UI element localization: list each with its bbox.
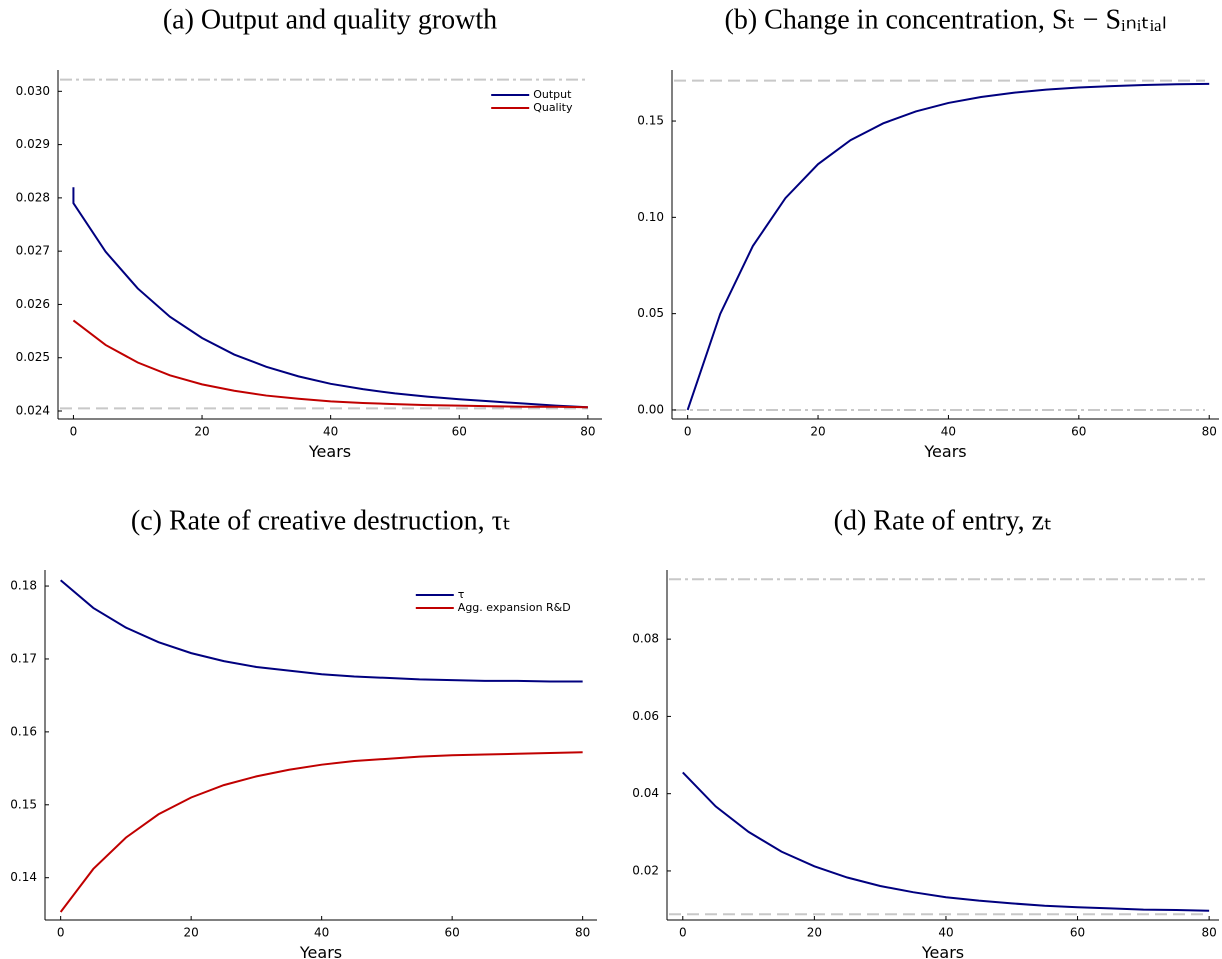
y-tick-label: 0.15 xyxy=(637,114,664,128)
legend-label: Agg. expansion R&D xyxy=(458,601,571,614)
y-tick-label: 0.029 xyxy=(16,137,50,151)
x-tick-label: 60 xyxy=(1070,926,1085,940)
y-tick-label: 0.02 xyxy=(632,863,659,877)
legend-label: Output xyxy=(533,88,572,101)
panel-title: (b) Change in concentration, Sₜ − Sᵢₙᵢₜᵢ… xyxy=(725,4,1167,35)
y-tick-label: 0.10 xyxy=(637,210,664,224)
y-tick-label: 0.08 xyxy=(632,632,659,646)
panel: (d) Rate of entry, zₜ 0 20 40 60 80 0.02 0.04 0.… xyxy=(632,505,1219,959)
y-tick-label: 0.17 xyxy=(10,651,37,665)
x-tick-label: 40 xyxy=(941,425,956,439)
x-tick-label: 60 xyxy=(1071,425,1086,439)
legend-label: τ xyxy=(458,588,465,601)
y-tick-label: 0.027 xyxy=(16,244,50,258)
panel-title: (d) Rate of entry, zₜ xyxy=(834,505,1053,536)
y-tick-label: 0.18 xyxy=(10,579,37,593)
panel-title: (c) Rate of creative destruction, τₜ xyxy=(131,505,511,536)
y-tick-label: 0.06 xyxy=(632,709,659,723)
x-tick-label: 20 xyxy=(810,425,825,439)
x-tick-label: 20 xyxy=(194,425,209,439)
x-tick-label: 0 xyxy=(57,926,65,940)
series-line xyxy=(59,751,583,913)
y-tick-label: 0.16 xyxy=(10,724,37,738)
series-line xyxy=(72,319,588,409)
x-axis-label: Years xyxy=(308,442,351,461)
x-axis-label: Years xyxy=(299,943,342,959)
x-tick-label: 0 xyxy=(684,425,692,439)
x-tick-label: 60 xyxy=(445,926,460,940)
x-tick-label: 80 xyxy=(1202,425,1217,439)
x-tick-label: 40 xyxy=(323,425,338,439)
x-axis-label: Years xyxy=(921,943,964,959)
y-tick-label: 0.026 xyxy=(16,297,50,311)
y-tick-label: 0.04 xyxy=(632,786,659,800)
series-line xyxy=(682,771,1210,912)
x-tick-label: 40 xyxy=(314,926,329,940)
y-tick-label: 0.15 xyxy=(10,797,37,811)
series-line xyxy=(72,187,588,409)
x-tick-label: 80 xyxy=(1201,926,1216,940)
x-tick-label: 20 xyxy=(184,926,199,940)
x-tick-label: 80 xyxy=(575,926,590,940)
y-tick-label: 0.14 xyxy=(10,870,37,884)
legend-label: Quality xyxy=(533,101,573,114)
y-tick-label: 0.028 xyxy=(16,190,50,204)
panel: (c) Rate of creative destruction, τₜ 0 20 4… xyxy=(10,505,597,959)
y-tick-label: 0.05 xyxy=(637,306,664,320)
panel: (b) Change in concentration, Sₜ − Sᵢₙᵢₜᵢ… xyxy=(637,4,1219,461)
panel-title: (a) Output and quality growth xyxy=(163,4,497,35)
series-line xyxy=(60,579,583,683)
x-tick-label: 40 xyxy=(938,926,953,940)
x-tick-label: 0 xyxy=(70,425,78,439)
x-tick-label: 60 xyxy=(452,425,467,439)
x-tick-label: 20 xyxy=(807,926,822,940)
y-tick-label: 0.00 xyxy=(637,402,664,416)
y-tick-label: 0.025 xyxy=(16,350,50,364)
y-tick-label: 0.024 xyxy=(16,404,50,418)
y-tick-label: 0.030 xyxy=(16,84,50,98)
x-axis-label: Years xyxy=(923,442,966,461)
panel: (a) Output and quality growth 0 20 40 60 80 0.… xyxy=(16,4,602,461)
x-tick-label: 80 xyxy=(580,425,595,439)
x-tick-label: 0 xyxy=(679,926,687,940)
series-line xyxy=(686,82,1210,411)
